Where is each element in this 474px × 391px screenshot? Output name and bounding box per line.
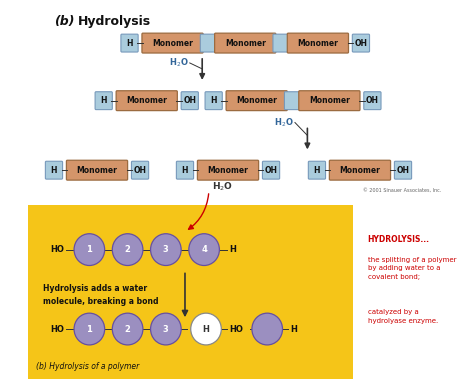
Text: Monomer: Monomer <box>77 166 118 175</box>
Text: 3: 3 <box>163 325 169 334</box>
FancyBboxPatch shape <box>263 161 280 179</box>
Text: H: H <box>290 325 297 334</box>
Text: the splitting of a polymer
by adding water to a
covalent bond;: the splitting of a polymer by adding wat… <box>368 256 456 280</box>
Text: OH: OH <box>396 166 410 175</box>
FancyBboxPatch shape <box>95 92 112 109</box>
Text: Monomer: Monomer <box>208 166 248 175</box>
Text: OH: OH <box>355 39 367 48</box>
FancyBboxPatch shape <box>197 160 259 180</box>
Text: H: H <box>229 245 236 254</box>
FancyBboxPatch shape <box>299 91 360 111</box>
Text: H: H <box>202 325 210 334</box>
Text: HO: HO <box>229 325 243 334</box>
Circle shape <box>189 234 219 265</box>
FancyBboxPatch shape <box>394 161 411 179</box>
Text: H: H <box>100 96 107 105</box>
FancyBboxPatch shape <box>205 92 222 109</box>
Text: OH: OH <box>366 96 379 105</box>
FancyBboxPatch shape <box>226 91 287 111</box>
FancyBboxPatch shape <box>116 91 177 111</box>
FancyBboxPatch shape <box>284 92 301 109</box>
Text: H: H <box>210 96 217 105</box>
Text: OH: OH <box>264 166 278 175</box>
Text: H$_2$O: H$_2$O <box>274 116 293 129</box>
Text: Monomer: Monomer <box>339 166 381 175</box>
Text: 4: 4 <box>201 245 207 254</box>
Circle shape <box>112 313 143 345</box>
Text: Monomer: Monomer <box>298 39 338 48</box>
Circle shape <box>112 234 143 265</box>
Text: 1: 1 <box>86 325 92 334</box>
Text: Hydrolysis: Hydrolysis <box>78 15 151 28</box>
FancyBboxPatch shape <box>287 33 348 53</box>
FancyBboxPatch shape <box>142 33 203 53</box>
Text: HO: HO <box>51 245 64 254</box>
Circle shape <box>191 313 221 345</box>
Text: H: H <box>51 166 57 175</box>
Circle shape <box>74 313 105 345</box>
Text: 3: 3 <box>163 245 169 254</box>
FancyBboxPatch shape <box>66 160 128 180</box>
FancyBboxPatch shape <box>181 92 199 109</box>
Text: 2: 2 <box>125 245 130 254</box>
FancyBboxPatch shape <box>352 34 370 52</box>
Text: Monomer: Monomer <box>225 39 265 48</box>
FancyBboxPatch shape <box>201 34 218 52</box>
Text: Monomer: Monomer <box>309 96 350 105</box>
FancyBboxPatch shape <box>131 161 149 179</box>
Text: H$_2$O: H$_2$O <box>169 57 189 69</box>
Circle shape <box>252 313 283 345</box>
Text: 2: 2 <box>125 325 130 334</box>
Text: H: H <box>126 39 133 48</box>
Text: H: H <box>182 166 188 175</box>
Text: (b) Hydrolysis of a polymer: (b) Hydrolysis of a polymer <box>36 362 139 371</box>
Text: H$_2$O: H$_2$O <box>212 181 233 193</box>
Circle shape <box>151 313 181 345</box>
Text: 1: 1 <box>86 245 92 254</box>
FancyBboxPatch shape <box>364 92 381 109</box>
FancyBboxPatch shape <box>46 161 63 179</box>
Circle shape <box>151 234 181 265</box>
FancyBboxPatch shape <box>308 161 326 179</box>
Text: HO: HO <box>51 325 64 334</box>
Text: Monomer: Monomer <box>236 96 277 105</box>
Text: H: H <box>314 166 320 175</box>
FancyBboxPatch shape <box>215 33 276 53</box>
FancyBboxPatch shape <box>176 161 193 179</box>
Circle shape <box>74 234 105 265</box>
Text: Hydrolysis adds a water
molecule, breaking a bond: Hydrolysis adds a water molecule, breaki… <box>43 284 158 306</box>
FancyBboxPatch shape <box>329 160 391 180</box>
Text: Monomer: Monomer <box>152 39 193 48</box>
FancyBboxPatch shape <box>28 205 353 379</box>
FancyBboxPatch shape <box>121 34 138 52</box>
Text: OH: OH <box>183 96 196 105</box>
Text: © 2001 Sinauer Associates, Inc.: © 2001 Sinauer Associates, Inc. <box>363 188 441 193</box>
Text: Monomer: Monomer <box>126 96 167 105</box>
FancyBboxPatch shape <box>273 34 290 52</box>
Text: catalyzed by a
hydrolyase enzyme.: catalyzed by a hydrolyase enzyme. <box>368 309 438 324</box>
Text: OH: OH <box>134 166 146 175</box>
Text: HYDROLYSIS...: HYDROLYSIS... <box>368 235 429 244</box>
Text: (b): (b) <box>54 15 74 28</box>
